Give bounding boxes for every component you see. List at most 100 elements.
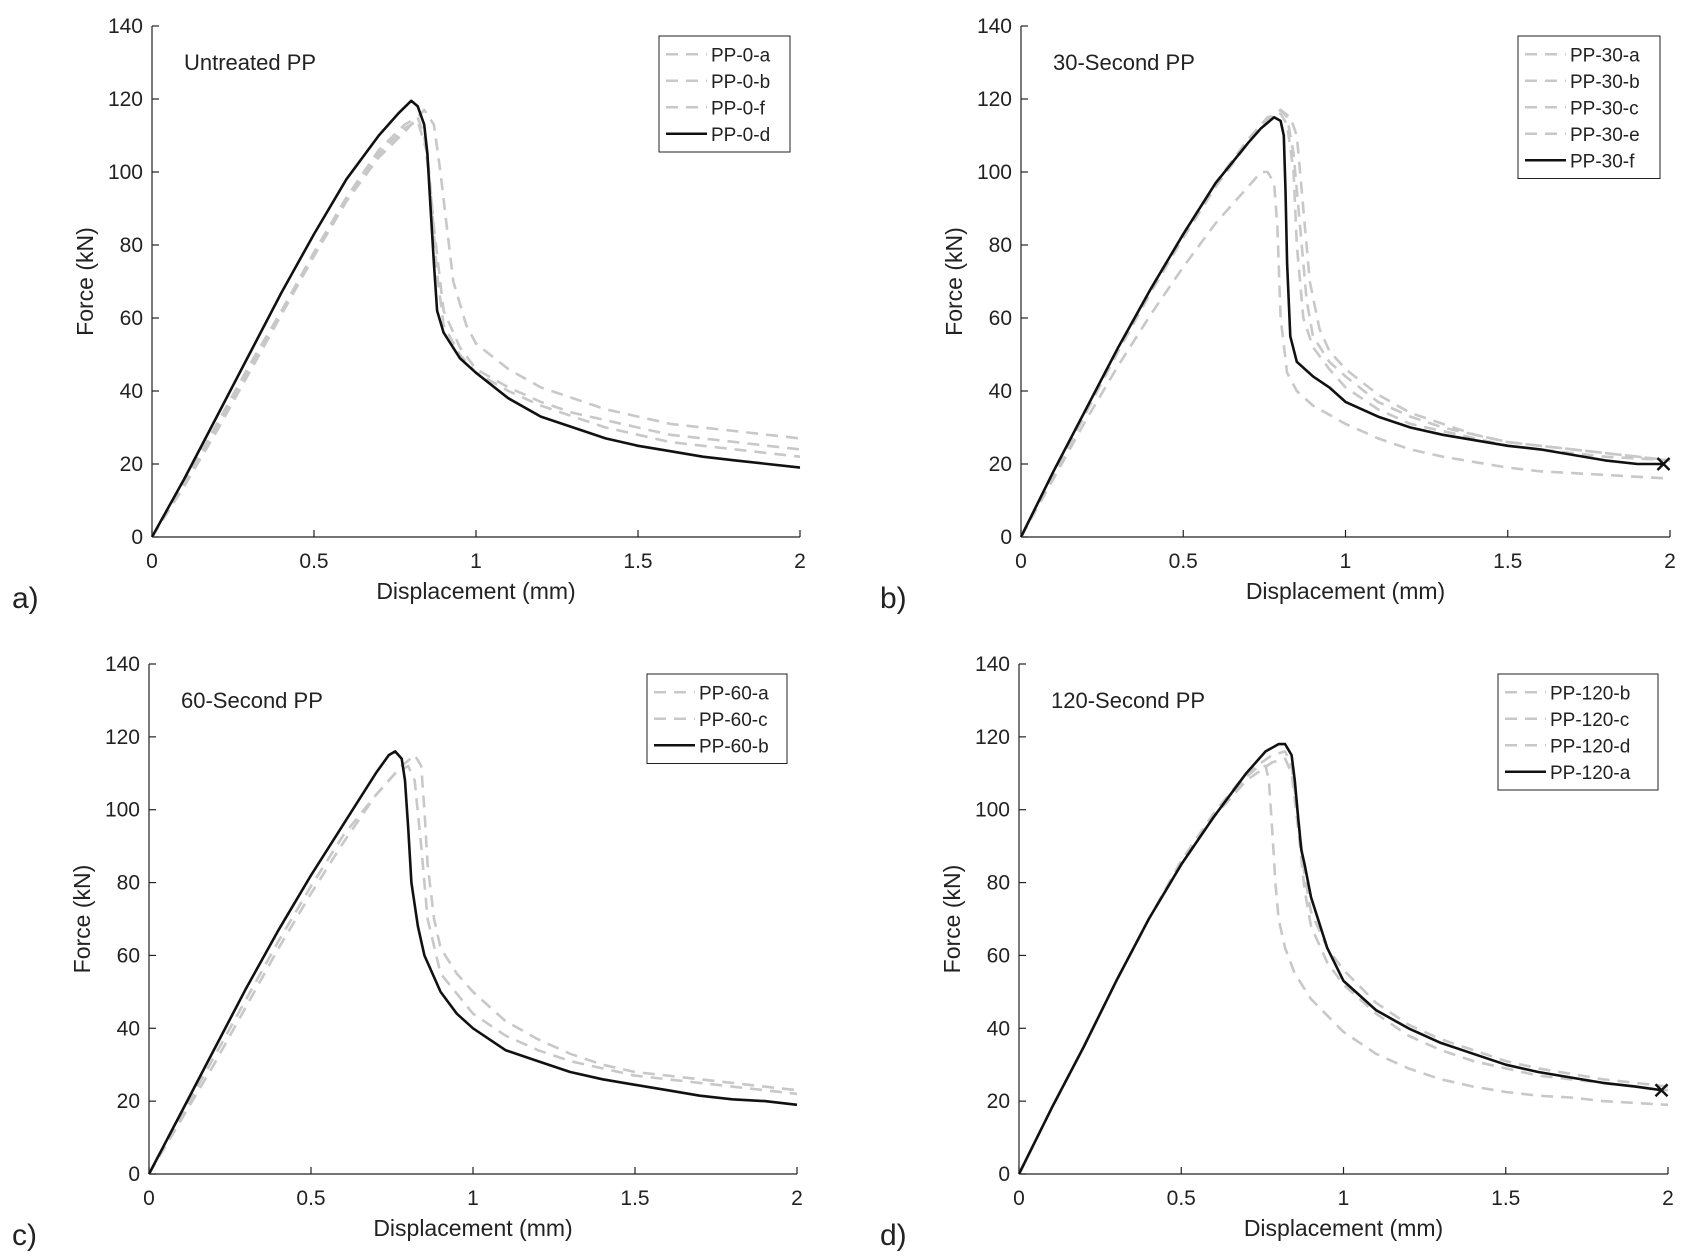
legend-box: [646, 673, 788, 764]
series-line-PP-30-b: [1019, 108, 1671, 538]
y-tick-label: 80: [987, 872, 1010, 895]
y-tick-label: 20: [987, 1090, 1010, 1113]
y-tick-label: 60: [987, 944, 1010, 967]
y-tick-label: 100: [108, 161, 143, 184]
chart-panel-3: 0 20 40 60 80 100 120 140 0 0.5 1 1.5 2 Displacement …: [12, 653, 803, 1252]
series-line-PP-120-d: [1017, 750, 1669, 1175]
panel-label: a): [12, 582, 39, 615]
chart-panel-1: 0 20 40 60 80 100 120 140 0 0.5 1 1.5 2 Displacement …: [12, 15, 806, 615]
panel-label: d): [880, 1219, 907, 1252]
x-axis-label: Displacement (mm): [1244, 1215, 1443, 1241]
series-line-PP-120-a: [1017, 742, 1662, 1175]
legend-label: PP-120-a: [1550, 763, 1631, 784]
chart-title: 60-Second PP: [181, 688, 323, 713]
x-tick-label: 0: [1015, 550, 1027, 573]
legend-label: PP-30-e: [1570, 125, 1640, 146]
x-tick-label: 2: [791, 1187, 803, 1210]
series-line-PP-0-f: [150, 119, 801, 538]
x-tick-label: 1.5: [1491, 1187, 1520, 1210]
legend: PP-0-a PP-0-b PP-0-f PP-0-d: [658, 35, 791, 153]
x-tick-label: 0.5: [1169, 550, 1198, 573]
y-axis-label: Force (kN): [939, 865, 965, 974]
y-tick-label: 40: [989, 380, 1012, 403]
y-tick-label: 140: [105, 653, 140, 676]
x-tick-label: 1.5: [620, 1187, 649, 1210]
y-tick-label: 0: [131, 526, 143, 549]
legend-label: PP-30-a: [1570, 45, 1640, 66]
y-tick-label: 140: [977, 15, 1012, 38]
series-line-PP-60-c: [147, 753, 798, 1175]
end-marker-stroke: [1656, 457, 1671, 471]
y-tick-label: 120: [975, 726, 1010, 749]
series-line-PP-30-c: [1019, 170, 1671, 538]
legend-label: PP-30-f: [1570, 151, 1635, 172]
legend-label: PP-0-d: [711, 125, 770, 146]
y-tick-label: 60: [989, 307, 1012, 330]
y-tick-label: 40: [987, 1017, 1010, 1040]
y-tick-label: 100: [105, 799, 140, 822]
chart-panel-4: 0 20 40 60 80 100 120 140 0 0.5 1 1.5 2 Displacement …: [880, 653, 1674, 1252]
y-tick-label: 80: [120, 234, 143, 257]
series-end-marker: [1654, 1083, 1669, 1098]
x-axis-label: Displacement (mm): [373, 1215, 572, 1241]
x-tick-label: 1: [1340, 550, 1352, 573]
legend-label: PP-0-b: [711, 72, 770, 93]
y-tick-label: 0: [998, 1163, 1010, 1186]
x-tick-label: 2: [1662, 1187, 1674, 1210]
y-tick-label: 60: [117, 944, 140, 967]
legend: PP-60-a PP-60-c PP-60-b: [646, 673, 788, 764]
legend-label: PP-30-b: [1570, 72, 1640, 93]
x-tick-label: 2: [1664, 550, 1676, 573]
legend-label: PP-60-b: [699, 736, 769, 757]
series-line-PP-120-c: [1017, 757, 1669, 1175]
y-tick-label: 120: [108, 88, 143, 111]
series-line-PP-30-e: [1019, 108, 1671, 538]
y-tick-label: 0: [1000, 526, 1012, 549]
legend: PP-30-a PP-30-b PP-30-c PP-30-e PP-30-f: [1517, 35, 1661, 179]
x-tick-label: 1: [470, 550, 482, 573]
series-line-PP-0-d: [150, 99, 801, 538]
y-tick-label: 140: [975, 653, 1010, 676]
legend-label: PP-120-b: [1550, 683, 1630, 704]
y-tick-label: 80: [117, 872, 140, 895]
series-line-PP-0-b: [150, 108, 801, 538]
panel-label: b): [880, 582, 907, 615]
legend: PP-120-b PP-120-c PP-120-d PP-120-a: [1497, 673, 1659, 791]
x-tick-label: 0: [143, 1187, 155, 1210]
x-tick-label: 1: [1338, 1187, 1350, 1210]
chart-panel-2: 0 20 40 60 80 100 120 140 0 0.5 1 1.5 2 Displacement …: [880, 15, 1676, 615]
x-tick-label: 0.5: [1167, 1187, 1196, 1210]
x-tick-label: 1: [467, 1187, 479, 1210]
series-line-PP-60-b: [147, 750, 798, 1175]
y-tick-label: 140: [108, 15, 143, 38]
y-tick-label: 20: [120, 453, 143, 476]
chart-title: 30-Second PP: [1053, 50, 1195, 75]
legend-box: [1517, 35, 1661, 179]
legend-label: PP-120-d: [1550, 736, 1630, 757]
legend-label: PP-60-c: [699, 710, 768, 731]
y-tick-label: 20: [117, 1090, 140, 1113]
x-tick-label: 0: [146, 550, 158, 573]
panel-label: c): [12, 1219, 37, 1252]
end-marker-stroke: [1654, 1083, 1669, 1098]
x-tick-label: 0.5: [299, 550, 328, 573]
x-axis-label: Displacement (mm): [1246, 578, 1445, 604]
y-tick-label: 40: [117, 1017, 140, 1040]
legend-label: PP-0-a: [711, 45, 771, 66]
x-axis-label: Displacement (mm): [376, 578, 575, 604]
series-line-PP-60-a: [147, 764, 798, 1175]
chart-title: 120-Second PP: [1051, 688, 1205, 713]
y-tick-label: 20: [989, 453, 1012, 476]
y-axis-label: Force (kN): [69, 865, 95, 974]
legend-label: PP-60-a: [699, 683, 769, 704]
legend-label: PP-0-f: [711, 98, 766, 119]
y-tick-label: 120: [977, 88, 1012, 111]
x-tick-label: 1.5: [1493, 550, 1522, 573]
y-axis-label: Force (kN): [941, 227, 967, 336]
y-tick-label: 80: [989, 234, 1012, 257]
series-end-marker: [1656, 457, 1671, 471]
y-axis-label: Force (kN): [72, 227, 98, 336]
x-tick-label: 0: [1013, 1187, 1025, 1210]
legend-label: PP-120-c: [1550, 710, 1629, 731]
